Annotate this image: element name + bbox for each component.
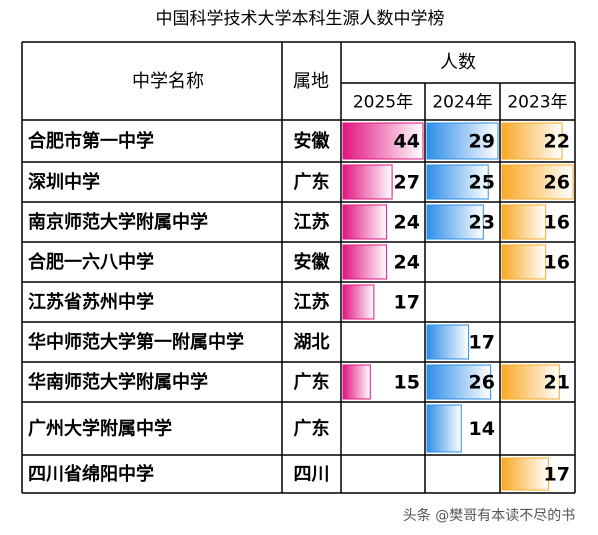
value: 15 (394, 372, 420, 394)
value: 16 (544, 212, 570, 234)
school-name: 合肥一六八中学 (28, 251, 154, 273)
region: 四川 (294, 464, 330, 485)
data-bar (501, 244, 547, 280)
data-bar (501, 204, 547, 240)
value: 25 (469, 172, 495, 194)
year-header: 2024年 (432, 93, 492, 113)
data-bar (501, 164, 574, 200)
value: 23 (469, 212, 495, 234)
data-bar (426, 324, 470, 360)
data-bar (342, 204, 388, 240)
value: 24 (394, 212, 420, 234)
header-region: 属地 (293, 71, 329, 92)
school-name: 江苏省苏州中学 (28, 291, 154, 313)
value: 22 (544, 131, 570, 153)
data-bar (501, 364, 560, 400)
year-header: 2023年 (507, 93, 567, 113)
value: 17 (394, 292, 420, 314)
school-name: 四川省绵阳中学 (28, 463, 154, 485)
school-name: 合肥市第一中学 (28, 130, 154, 152)
school-name: 南京师范大学附属中学 (28, 211, 208, 233)
data-bar (426, 122, 499, 160)
data-bar (342, 244, 388, 280)
value: 16 (544, 252, 570, 274)
data-bar (426, 164, 489, 200)
value: 24 (394, 252, 420, 274)
region: 安徽 (294, 130, 331, 152)
region: 安徽 (294, 251, 331, 273)
header-name: 中学名称 (132, 71, 204, 92)
header-group: 人数 (440, 52, 476, 73)
value: 14 (469, 418, 495, 440)
region: 广东 (294, 171, 330, 193)
data-bar (342, 364, 371, 400)
region: 江苏 (294, 211, 330, 233)
value: 27 (394, 172, 420, 194)
region: 广东 (294, 371, 330, 393)
data-bar (426, 364, 492, 400)
value: 44 (394, 131, 420, 153)
school-name: 深圳中学 (28, 171, 100, 193)
value: 29 (469, 131, 495, 153)
data-bar (501, 122, 563, 160)
data-bar (342, 284, 375, 320)
value: 21 (544, 372, 570, 394)
value: 26 (469, 372, 495, 394)
region: 江苏 (294, 291, 330, 313)
data-bar (342, 122, 424, 160)
school-name: 华中师范大学第一附属中学 (28, 331, 244, 353)
data-bar (342, 164, 393, 200)
value: 17 (469, 332, 495, 354)
data-bar (426, 204, 484, 240)
watermark: 头条 @樊哥有本读不尽的书 (403, 507, 575, 524)
value: 26 (544, 172, 570, 194)
school-name: 广州大学附属中学 (28, 418, 172, 440)
data-bar (501, 457, 549, 491)
region: 广东 (294, 418, 330, 440)
school-name: 华南师范大学附属中学 (28, 371, 208, 393)
year-header: 2025年 (353, 93, 413, 113)
value: 17 (544, 464, 570, 486)
title: 中国科学技术大学本科生源人数中学榜 (156, 9, 445, 29)
region: 湖北 (294, 332, 330, 353)
data-bar (426, 404, 462, 453)
